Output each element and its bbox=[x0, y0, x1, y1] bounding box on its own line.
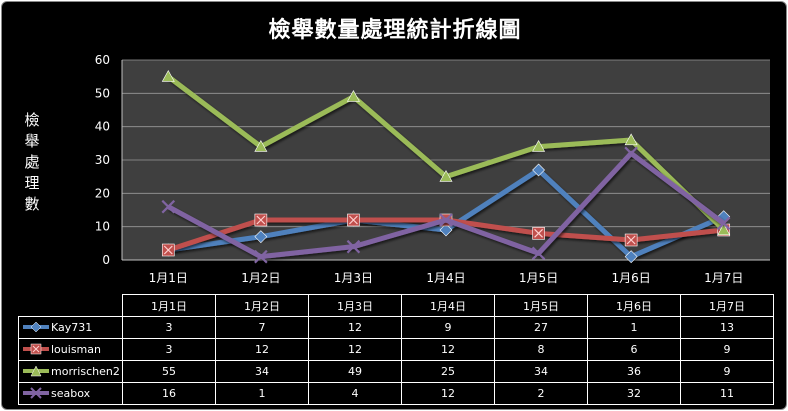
table-row: louisman 3 12 12 12 8 6 9 bbox=[18, 338, 774, 361]
table-cell: 13 bbox=[680, 316, 774, 339]
data-point-seabox bbox=[254, 249, 268, 264]
table-column-header: 1月7日 bbox=[680, 294, 774, 317]
data-point-seabox bbox=[531, 246, 546, 261]
y-tick-label: 60 bbox=[95, 53, 110, 67]
legend-key-icon bbox=[23, 321, 49, 333]
y-tick-label: 40 bbox=[95, 120, 110, 134]
data-point-morrischen2 bbox=[161, 70, 175, 82]
data-point-kay731 bbox=[254, 230, 268, 244]
data-point-seabox bbox=[624, 146, 638, 161]
table-cell: 11 bbox=[680, 382, 774, 405]
table-column-header: 1月6日 bbox=[587, 294, 681, 317]
table-cell: 9 bbox=[401, 316, 495, 339]
x-tick-label: 1月3日 bbox=[334, 271, 373, 285]
table-cell: 34 bbox=[215, 360, 309, 383]
legend-key-icon bbox=[23, 387, 49, 399]
x-tick-label: 1月6日 bbox=[612, 271, 651, 285]
table-row: Kay731 3 7 12 9 27 1 13 bbox=[18, 316, 774, 339]
table-cell: 6 bbox=[587, 338, 681, 361]
table-cell: 9 bbox=[680, 360, 774, 383]
legend-label: Kay731 bbox=[51, 321, 93, 334]
x-tick-label: 1月2日 bbox=[241, 271, 280, 285]
table-cell: 12 bbox=[401, 382, 495, 405]
table-cell: 3 bbox=[122, 338, 216, 361]
table-cell: 9 bbox=[680, 338, 774, 361]
table-column-header: 1月5日 bbox=[494, 294, 588, 317]
table-column-header: 1月2日 bbox=[215, 294, 309, 317]
data-point-kay731 bbox=[624, 250, 638, 264]
legend-label: louisman bbox=[51, 343, 101, 356]
legend-label: seabox bbox=[51, 387, 91, 400]
y-tick-label: 30 bbox=[95, 153, 110, 167]
data-point-louisman bbox=[254, 213, 268, 227]
data-point-morrischen2 bbox=[254, 140, 268, 152]
table-column-header: 1月3日 bbox=[308, 294, 402, 317]
data-point-louisman bbox=[347, 213, 360, 227]
data-point-seabox bbox=[346, 239, 361, 254]
chart-title: 檢舉數量處理統計折線圖 bbox=[268, 18, 522, 43]
data-point-seabox bbox=[161, 199, 176, 214]
table-cell: 12 bbox=[308, 316, 402, 339]
data-point-morrischen2 bbox=[717, 223, 731, 236]
table-cell: 7 bbox=[215, 316, 309, 339]
legend-key-icon bbox=[23, 343, 49, 355]
x-tick-label: 1月1日 bbox=[149, 271, 188, 285]
y-tick-label: 50 bbox=[95, 86, 110, 100]
data-point-louisman bbox=[532, 227, 545, 240]
legend-entry: Kay731 bbox=[18, 316, 123, 339]
x-tick-label: 1月7日 bbox=[704, 271, 743, 285]
data-point-morrischen2 bbox=[439, 170, 453, 182]
y-axis-label: 檢舉處理數 bbox=[24, 111, 40, 213]
table-cell: 2 bbox=[494, 382, 588, 405]
table-cell: 1 bbox=[215, 382, 309, 405]
table-cell: 12 bbox=[215, 338, 309, 361]
table-cell: 27 bbox=[494, 316, 588, 339]
data-table: 1月1日 1月2日 1月3日 1月4日 1月5日 1月6日 1月7日 Kay731 3 7 12 9… bbox=[18, 294, 774, 405]
table-column-header: 1月1日 bbox=[122, 294, 216, 317]
y-tick-label: 0 bbox=[102, 253, 110, 267]
table-cell: 8 bbox=[494, 338, 588, 361]
legend-entry: louisman bbox=[18, 338, 123, 361]
data-point-morrischen2 bbox=[624, 133, 638, 146]
table-cell: 16 bbox=[122, 382, 216, 405]
table-cell: 36 bbox=[587, 360, 681, 383]
legend-entry: seabox bbox=[18, 382, 123, 405]
table-cell: 12 bbox=[308, 338, 402, 361]
table-row: seabox 16 1 4 12 2 32 11 bbox=[18, 382, 774, 405]
data-point-louisman bbox=[161, 243, 175, 257]
table-cell: 25 bbox=[401, 360, 495, 383]
data-point-morrischen2 bbox=[346, 90, 360, 102]
table-cell: 12 bbox=[401, 338, 495, 361]
table-cell: 1 bbox=[587, 316, 681, 339]
data-point-kay731 bbox=[439, 223, 453, 237]
table-cell: 32 bbox=[587, 382, 681, 405]
data-point-louisman bbox=[624, 233, 638, 247]
data-point-seabox bbox=[716, 216, 731, 231]
legend-label: morrischen2 bbox=[51, 365, 120, 378]
table-cell: 34 bbox=[494, 360, 588, 383]
table-cell: 4 bbox=[308, 382, 402, 405]
x-tick-label: 1月5日 bbox=[519, 271, 558, 285]
x-tick-label: 1月4日 bbox=[426, 271, 465, 285]
table-column-header: 1月4日 bbox=[401, 294, 495, 317]
table-cell: 55 bbox=[122, 360, 216, 383]
table-cell: 49 bbox=[308, 360, 402, 383]
table-corner bbox=[18, 294, 123, 317]
data-point-morrischen2 bbox=[532, 140, 546, 152]
legend-entry: morrischen2 bbox=[18, 360, 123, 383]
y-tick-label: 10 bbox=[95, 220, 110, 234]
table-cell: 3 bbox=[122, 316, 216, 339]
table-row: morrischen2 55 34 49 25 34 36 9 bbox=[18, 360, 774, 383]
y-tick-label: 20 bbox=[95, 186, 110, 200]
data-point-kay731 bbox=[532, 163, 545, 177]
data-point-seabox bbox=[439, 213, 453, 227]
line-chart: 0 10 20 30 40 50 60 1月1日 1月2日 1月3日 1月4日 1月5日 1月6日 1月7… bbox=[95, 53, 770, 285]
legend-key-icon bbox=[23, 365, 49, 377]
